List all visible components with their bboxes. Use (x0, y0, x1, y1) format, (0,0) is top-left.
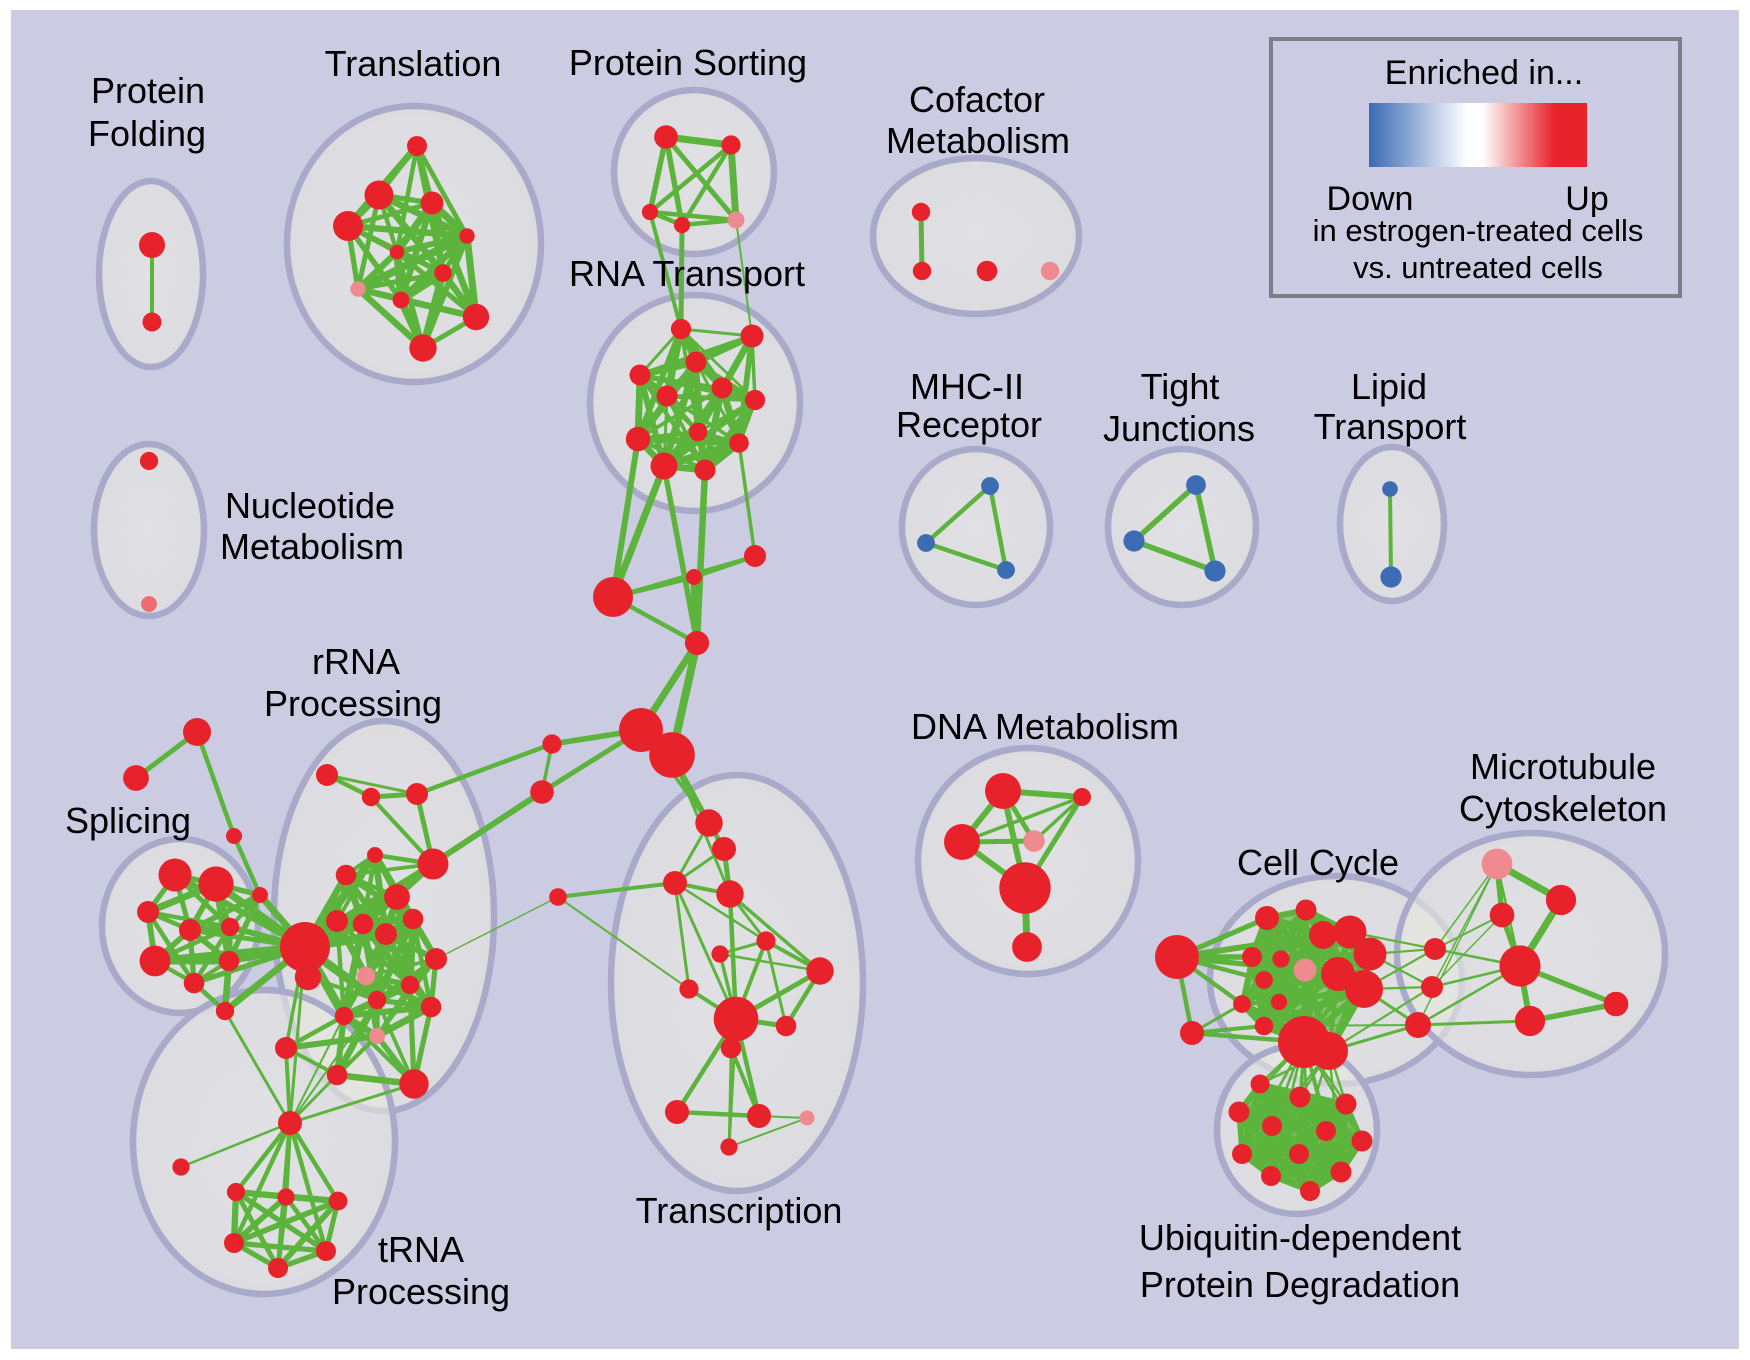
svg-text:Tight: Tight (1141, 366, 1220, 407)
svg-text:RNA Transport: RNA Transport (569, 253, 805, 294)
svg-text:rRNA: rRNA (312, 641, 400, 682)
svg-text:Cell Cycle: Cell Cycle (1237, 842, 1399, 883)
svg-text:Processing: Processing (264, 683, 442, 724)
svg-text:MHC-II: MHC-II (910, 366, 1024, 407)
svg-text:Transport: Transport (1314, 406, 1467, 447)
svg-text:Processing: Processing (332, 1271, 510, 1312)
svg-text:Translation: Translation (325, 43, 502, 84)
svg-text:Protein: Protein (91, 70, 205, 111)
svg-text:Metabolism: Metabolism (886, 120, 1070, 161)
svg-text:Up: Up (1565, 180, 1608, 218)
svg-text:Microtubule: Microtubule (1470, 746, 1656, 787)
svg-text:Lipid: Lipid (1351, 366, 1427, 407)
svg-text:Cytoskeleton: Cytoskeleton (1459, 788, 1667, 829)
svg-text:Protein Sorting: Protein Sorting (569, 42, 807, 83)
svg-text:Ubiquitin-dependent: Ubiquitin-dependent (1139, 1217, 1461, 1258)
svg-text:Receptor: Receptor (896, 404, 1042, 445)
svg-text:Enriched in...: Enriched in... (1385, 54, 1583, 92)
svg-text:Down: Down (1327, 180, 1414, 218)
svg-text:in estrogen-treated cells: in estrogen-treated cells (1313, 213, 1644, 248)
svg-text:Transcription: Transcription (636, 1190, 843, 1231)
svg-text:Cofactor: Cofactor (909, 79, 1045, 120)
svg-text:Splicing: Splicing (65, 800, 191, 841)
svg-text:tRNA: tRNA (378, 1229, 464, 1270)
svg-text:Metabolism: Metabolism (220, 526, 404, 567)
svg-text:DNA Metabolism: DNA Metabolism (911, 706, 1179, 747)
svg-text:Junctions: Junctions (1103, 408, 1255, 449)
svg-text:vs. untreated cells: vs. untreated cells (1353, 250, 1603, 285)
svg-text:Folding: Folding (88, 113, 206, 154)
svg-text:Protein Degradation: Protein Degradation (1140, 1264, 1460, 1305)
svg-text:Nucleotide: Nucleotide (225, 485, 395, 526)
